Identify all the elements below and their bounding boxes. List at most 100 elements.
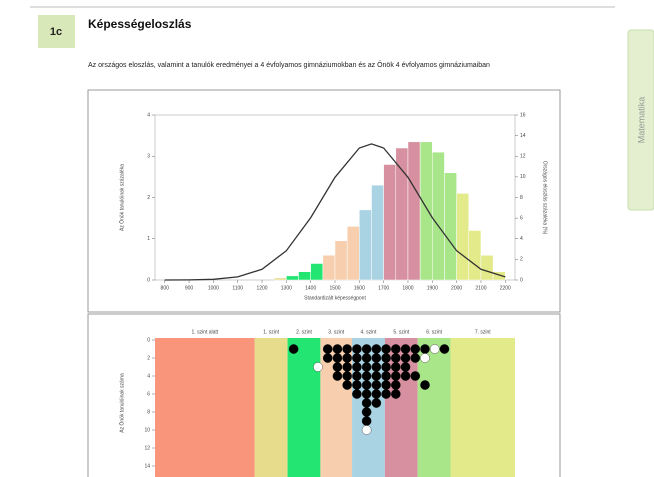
student-dot: [371, 389, 382, 399]
level-band: [287, 338, 321, 477]
level-label: 1. szint: [263, 329, 279, 335]
y-tick-label: 3: [147, 154, 150, 160]
bar: [322, 255, 336, 281]
student-dot: [332, 371, 343, 381]
bar: [419, 141, 433, 281]
student-dot: [381, 362, 391, 372]
x-tick-label: 2000: [451, 285, 462, 291]
student-dot: [391, 353, 401, 363]
bar: [432, 151, 445, 281]
y-axis-title: Az Önök tanulóinak százaléka: [118, 164, 125, 231]
y2-tick-label: 6: [520, 215, 523, 221]
y2-tick-label: 14: [520, 133, 526, 139]
y-tick-label: 12: [144, 445, 150, 451]
student-dot: [332, 362, 343, 372]
student-dot: [371, 398, 382, 408]
student-dot: [342, 344, 352, 354]
student-dot: [352, 353, 362, 363]
bar: [334, 240, 348, 281]
bar: [480, 255, 494, 281]
student-dot: [313, 362, 323, 372]
badge-box: [38, 15, 75, 48]
x-tick-label: 1400: [305, 285, 316, 291]
y2-tick-label: 4: [520, 236, 523, 242]
student-dot: [342, 362, 352, 372]
y-tick-label: 14: [144, 463, 150, 469]
student-dot: [361, 398, 372, 408]
level-band: [155, 338, 255, 477]
student-dot: [381, 344, 391, 354]
student-dot: [391, 371, 401, 381]
student-dot: [361, 380, 372, 390]
student-dot: [391, 362, 401, 372]
student-dot: [371, 344, 382, 354]
bar: [444, 172, 457, 281]
y-tick-label: 0: [147, 277, 150, 283]
student-dot: [361, 425, 372, 435]
student-dot: [371, 380, 382, 390]
student-dot: [400, 353, 411, 363]
x-tick-label: 2100: [475, 285, 486, 291]
student-dot: [439, 344, 450, 354]
chart-frame: [87, 313, 561, 477]
student-dot: [342, 371, 352, 381]
y-tick-label: 2: [147, 195, 150, 201]
level-label: 7. szint: [475, 329, 491, 335]
y2-tick-label: 0: [520, 277, 523, 283]
y-tick-label: 4: [147, 112, 150, 118]
student-dot: [361, 362, 372, 372]
student-dot: [420, 344, 430, 354]
x-tick-label: 1700: [378, 285, 389, 291]
student-dot: [361, 344, 372, 354]
side-tab-label: Matematika: [636, 97, 646, 144]
student-dot: [420, 380, 430, 390]
student-dot: [371, 353, 382, 363]
y2-tick-label: 8: [520, 195, 523, 201]
student-dot: [322, 353, 333, 363]
bar: [359, 209, 372, 281]
student-dot: [410, 344, 421, 354]
bar: [286, 275, 299, 281]
x-tick-label: 1000: [208, 285, 219, 291]
x-tick-label: 800: [161, 285, 170, 291]
student-dot: [332, 353, 343, 363]
student-dot: [352, 344, 362, 354]
student-dot: [371, 362, 382, 372]
student-dot: [352, 362, 362, 372]
student-dot: [371, 371, 382, 381]
y-tick-label: 10: [144, 427, 150, 433]
student-dot: [410, 371, 421, 381]
bar: [346, 226, 360, 281]
x-tick-label: 1800: [402, 285, 413, 291]
x-tick-label: 1200: [256, 285, 267, 291]
student-dot: [400, 371, 411, 381]
level-label: 5. szint: [393, 329, 409, 335]
student-dot: [361, 416, 372, 426]
x-axis-title: Standardizált képességpont: [304, 295, 366, 301]
y2-tick-label: 2: [520, 257, 523, 263]
x-tick-label: 1100: [232, 285, 243, 291]
distribution-curve: [164, 143, 506, 281]
y-tick-label: 8: [147, 409, 150, 415]
student-dot: [381, 380, 391, 390]
chart-frame: [87, 89, 561, 313]
bar: [456, 193, 470, 281]
student-dot: [352, 380, 362, 390]
student-dot: [391, 344, 401, 354]
student-dot: [342, 353, 352, 363]
badge: 1c: [50, 26, 62, 38]
side-tab[interactable]: [627, 29, 654, 211]
student-dot: [352, 371, 362, 381]
bar: [273, 277, 287, 281]
level-label: 3. szint: [328, 329, 344, 335]
level-label: 4. szint: [361, 329, 377, 335]
y2-tick-label: 10: [520, 174, 526, 180]
student-dot: [361, 371, 372, 381]
description: Az országos eloszlás, valamint a tanulók…: [88, 62, 490, 69]
bar: [310, 263, 324, 281]
level-label: 2. szint: [296, 329, 312, 335]
student-dot: [342, 380, 352, 390]
x-tick-label: 1500: [329, 285, 340, 291]
